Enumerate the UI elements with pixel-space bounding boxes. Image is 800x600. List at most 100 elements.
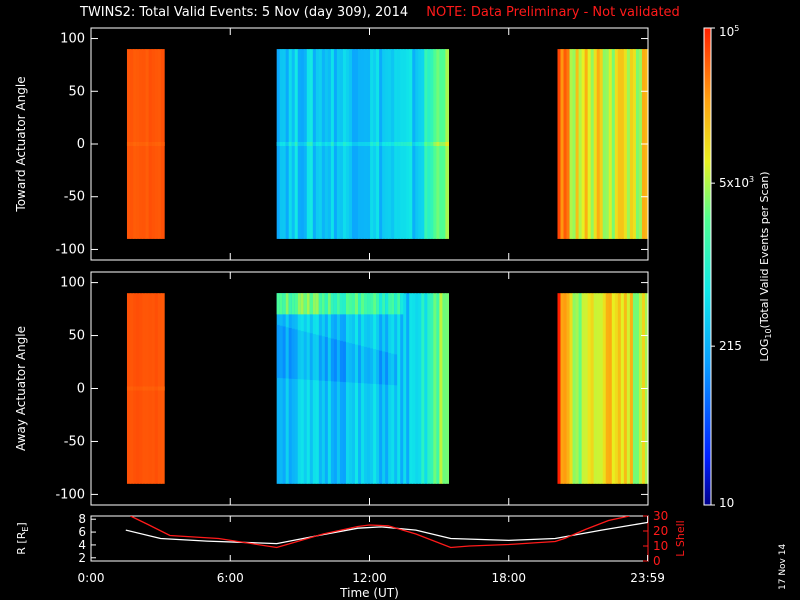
heatmap-cell	[367, 293, 371, 484]
heatmap-cell	[348, 293, 353, 484]
heatmap-cell	[145, 386, 150, 391]
heatmap-cell	[321, 293, 326, 315]
heatmap-cell	[427, 293, 431, 484]
heatmap-cell	[309, 142, 314, 146]
colorbar-tick-base: 10	[719, 496, 734, 510]
heatmap-cell	[635, 293, 640, 484]
heatmap-cell	[430, 293, 434, 484]
heatmap-cell	[599, 293, 604, 484]
heatmap-cell	[318, 335, 323, 381]
heatmap-cell	[605, 49, 610, 239]
heatmap-cell	[379, 350, 383, 385]
l-shell-line	[130, 516, 630, 549]
heatmap-cell	[406, 293, 410, 484]
heatmap-cell	[321, 142, 326, 146]
heatmap-cell	[376, 349, 380, 385]
heatmap-cell	[297, 142, 302, 146]
heatmap-cell	[330, 142, 335, 146]
r-tick-label: 2	[78, 551, 86, 565]
heatmap-cell	[388, 293, 392, 315]
heatmap-cell	[330, 338, 335, 382]
heatmap-cell	[442, 293, 446, 484]
heatmap-cell	[154, 142, 159, 146]
heatmap-cell	[632, 49, 637, 239]
heatmap-cell	[315, 293, 320, 484]
y-tick-label: 100	[60, 32, 85, 47]
heatmap-cell	[309, 293, 314, 315]
heatmap-cell	[318, 293, 323, 484]
heatmap-cell	[400, 142, 404, 146]
heatmap-cell	[315, 334, 320, 381]
heatmap-cell	[439, 142, 443, 146]
heatmap-cell	[145, 142, 150, 146]
heatmap-cell	[409, 142, 413, 146]
heatmap-cell	[578, 49, 583, 239]
heatmap-cell	[382, 293, 386, 484]
heatmap-cell	[339, 142, 344, 146]
heatmap-cell	[391, 293, 395, 484]
heatmap-cell	[355, 344, 359, 383]
heatmap-cell	[563, 293, 568, 484]
heatmap-cell	[339, 293, 344, 315]
heatmap-cell	[339, 340, 344, 382]
heatmap-cell	[142, 386, 147, 391]
heatmap-cell	[157, 386, 162, 391]
heatmap-cell	[394, 293, 398, 315]
heatmap-cell	[373, 142, 377, 146]
heatmap-cell	[133, 142, 137, 146]
heatmap-cell	[126, 386, 131, 391]
heatmap-cell	[136, 142, 140, 146]
heatmap-cell	[385, 142, 389, 146]
heatmap-cell	[581, 49, 586, 239]
heatmap-cell	[294, 293, 299, 315]
heatmap-cell	[279, 325, 284, 379]
heatmap-cell	[569, 49, 574, 239]
heatmap-cell	[345, 293, 350, 315]
heatmap-cell	[327, 337, 332, 382]
heatmap-cell	[130, 142, 134, 146]
heatmap-cell	[421, 142, 425, 146]
y-tick-label: -100	[55, 242, 85, 257]
heatmap-cell	[157, 142, 162, 146]
heatmap-cell	[330, 293, 335, 484]
heatmap-cell	[388, 352, 392, 385]
heatmap-cell	[312, 334, 317, 381]
heatmap-cell	[285, 327, 290, 379]
heatmap-cell	[382, 293, 386, 315]
colorbar-frame	[703, 27, 712, 506]
lshell-axis-title: L Shell	[674, 520, 687, 556]
heatmap-cell	[367, 142, 371, 146]
heatmap-cell	[306, 142, 311, 146]
heatmap-cell	[418, 142, 422, 146]
heatmap-cell	[403, 293, 407, 484]
heatmap-cell	[584, 293, 589, 484]
heatmap-cell	[590, 293, 595, 484]
heatmap-cell	[445, 293, 450, 484]
heatmap-cell	[367, 293, 371, 315]
heatmap-cell	[327, 293, 332, 315]
heatmap-cell	[379, 293, 383, 315]
heatmap-cell	[294, 293, 299, 484]
colorbar-tick-label: 5x103	[719, 175, 754, 190]
heatmap-cell	[291, 328, 296, 379]
lshell-tick-label: 0	[653, 554, 661, 568]
heatmap-cell	[336, 293, 341, 315]
y-axis-title: Away Actuator Angle	[14, 326, 28, 451]
heatmap-cell	[288, 142, 293, 146]
heatmap-cell	[617, 293, 622, 484]
heatmap-cell	[638, 293, 643, 484]
heatmap-cell	[388, 142, 392, 146]
heatmap-cell	[358, 345, 362, 384]
heatmap-cell	[351, 142, 356, 146]
heatmap-cell	[321, 336, 326, 381]
heatmap-cell	[364, 293, 368, 315]
heatmap-cell	[563, 49, 568, 239]
y-tick-label: 0	[77, 382, 85, 397]
heatmap-cell	[400, 293, 404, 315]
heatmap-cell	[333, 293, 338, 315]
r-axis-title-end: ]	[15, 522, 28, 526]
y-tick-label: -50	[64, 190, 85, 205]
heatmap-cell	[318, 293, 323, 315]
heatmap-cell	[614, 49, 619, 239]
heatmap-cell	[139, 386, 144, 391]
